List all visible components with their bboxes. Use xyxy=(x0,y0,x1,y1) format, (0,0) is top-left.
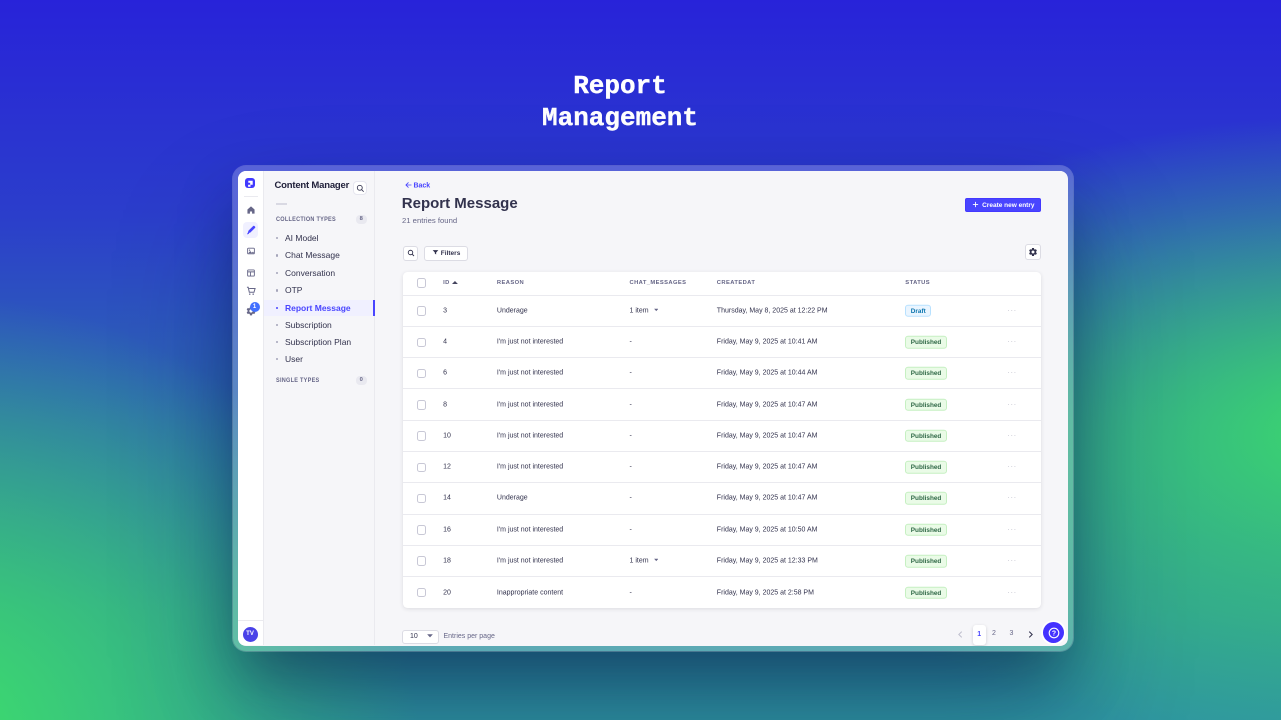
svg-text:?: ? xyxy=(1051,630,1055,637)
